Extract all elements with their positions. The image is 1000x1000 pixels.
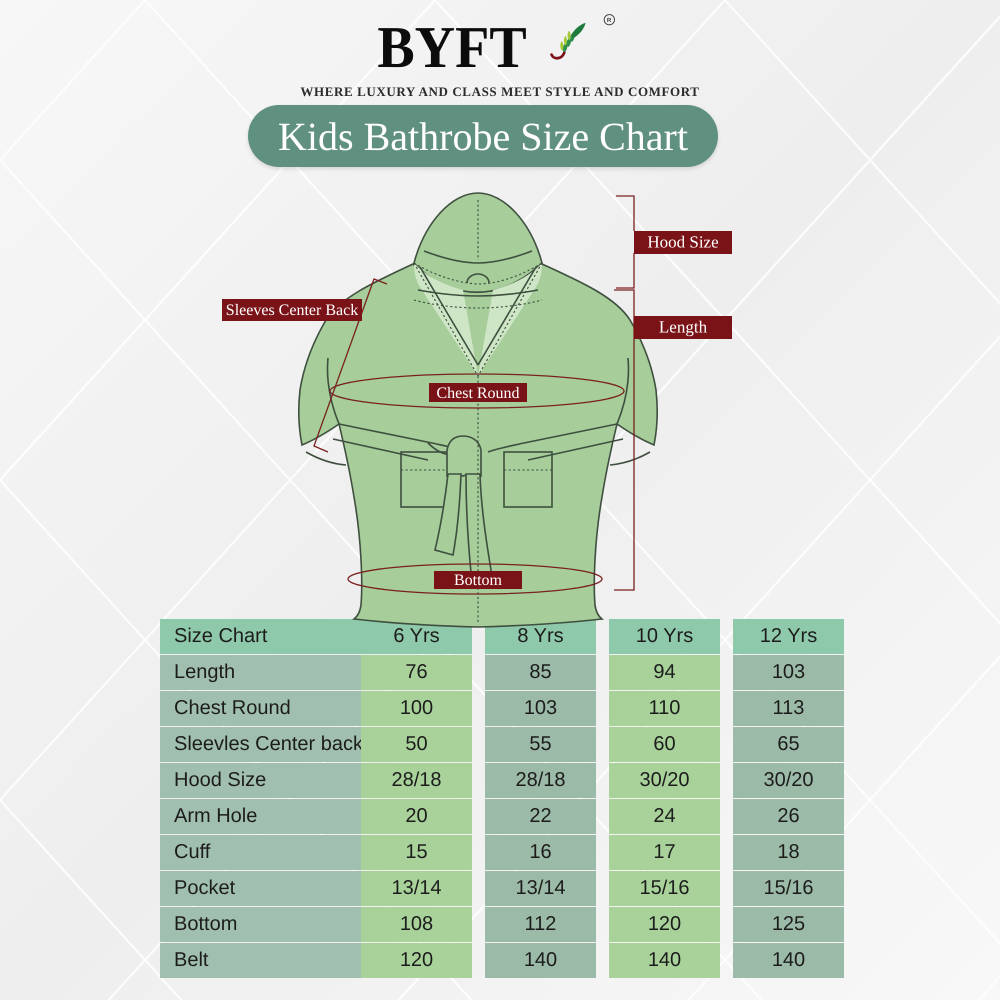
svg-text:Length: Length <box>659 318 708 337</box>
svg-text:Sleeves Center Back: Sleeves Center Back <box>226 302 358 319</box>
svg-text:Hood Size: Hood Size <box>647 233 718 252</box>
svg-text:Chest Round: Chest Round <box>436 385 519 402</box>
svg-text:Bottom: Bottom <box>454 572 503 589</box>
